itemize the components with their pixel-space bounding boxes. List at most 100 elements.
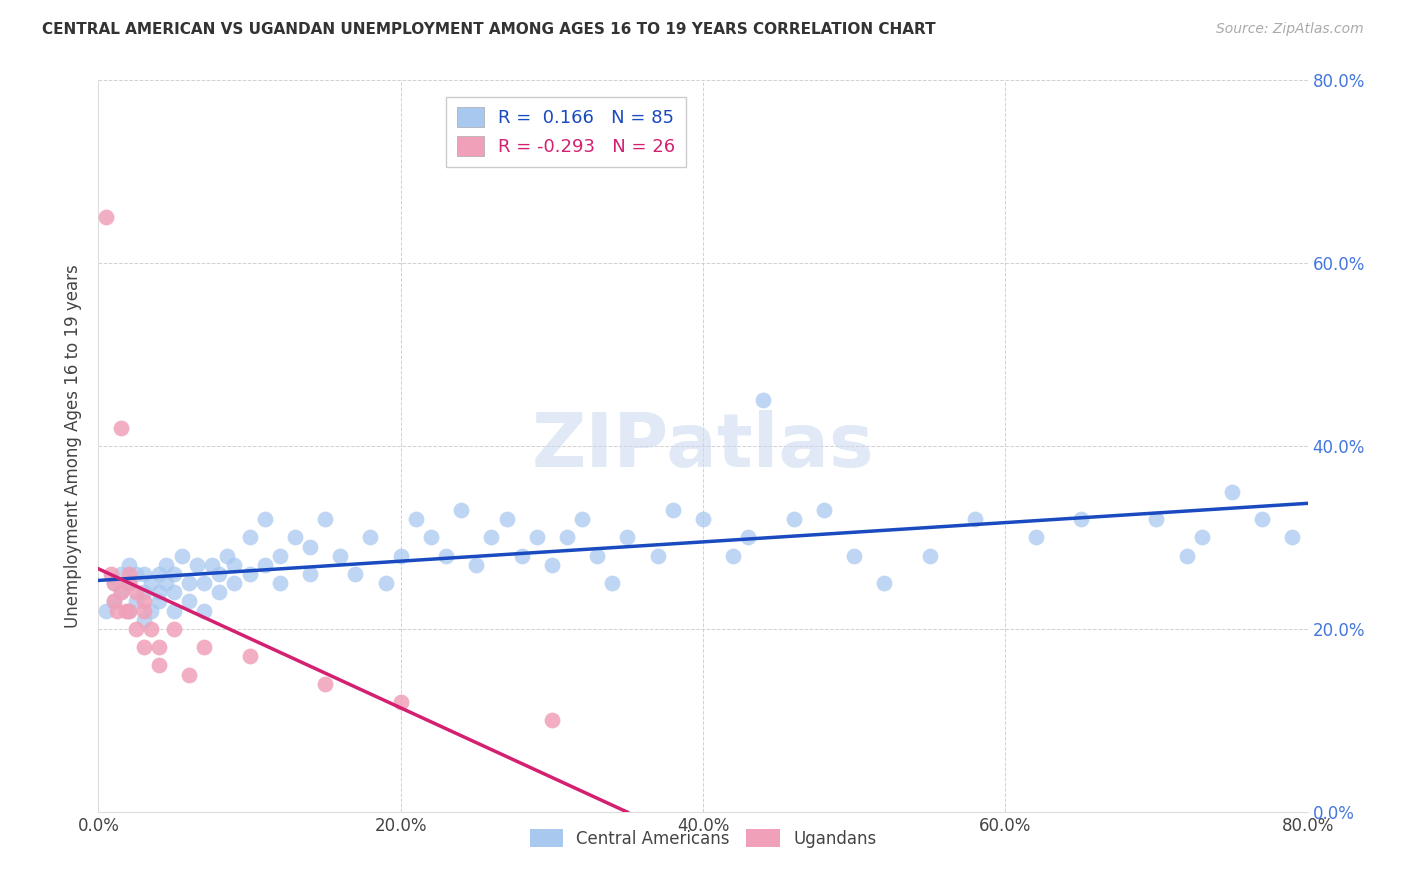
Point bbox=[193, 603, 215, 617]
Point bbox=[141, 603, 163, 617]
Point bbox=[148, 658, 170, 673]
Point bbox=[163, 622, 186, 636]
Point bbox=[661, 503, 683, 517]
Point bbox=[284, 530, 307, 544]
Point bbox=[389, 549, 412, 563]
Text: Source: ZipAtlas.com: Source: ZipAtlas.com bbox=[1216, 22, 1364, 37]
Point bbox=[148, 640, 170, 655]
Point bbox=[602, 576, 624, 591]
Point bbox=[224, 558, 246, 572]
Point bbox=[239, 530, 262, 544]
Point bbox=[118, 567, 141, 582]
Point bbox=[344, 567, 367, 582]
Point bbox=[114, 603, 136, 617]
Point bbox=[110, 585, 132, 599]
Point bbox=[269, 576, 291, 591]
Point bbox=[586, 549, 609, 563]
Point bbox=[170, 549, 193, 563]
Point bbox=[813, 503, 835, 517]
Point bbox=[405, 512, 427, 526]
Point bbox=[118, 576, 141, 591]
Point bbox=[253, 558, 276, 572]
Point bbox=[118, 558, 141, 572]
Point bbox=[526, 530, 548, 544]
Point bbox=[329, 549, 352, 563]
Point bbox=[193, 640, 215, 655]
Point bbox=[148, 594, 170, 608]
Point bbox=[163, 603, 186, 617]
Point bbox=[103, 594, 125, 608]
Y-axis label: Unemployment Among Ages 16 to 19 years: Unemployment Among Ages 16 to 19 years bbox=[65, 264, 83, 628]
Point bbox=[94, 211, 117, 225]
Point bbox=[141, 622, 163, 636]
Point bbox=[965, 512, 987, 526]
Point bbox=[148, 567, 170, 582]
Point bbox=[540, 714, 562, 728]
Point bbox=[510, 549, 533, 563]
Point bbox=[1191, 530, 1213, 544]
Point bbox=[186, 558, 208, 572]
Point bbox=[844, 549, 866, 563]
Point bbox=[692, 512, 714, 526]
Point bbox=[132, 613, 155, 627]
Point bbox=[253, 512, 276, 526]
Point bbox=[132, 603, 155, 617]
Point bbox=[132, 567, 155, 582]
Point bbox=[647, 549, 669, 563]
Point bbox=[193, 576, 215, 591]
Point bbox=[148, 585, 170, 599]
Point bbox=[110, 567, 132, 582]
Point bbox=[208, 567, 231, 582]
Point bbox=[179, 576, 201, 591]
Point bbox=[118, 603, 141, 617]
Point bbox=[201, 558, 224, 572]
Point bbox=[179, 667, 201, 681]
Point bbox=[1281, 530, 1303, 544]
Point bbox=[239, 567, 262, 582]
Point bbox=[269, 549, 291, 563]
Point bbox=[1175, 549, 1198, 563]
Point bbox=[450, 503, 472, 517]
Point bbox=[465, 558, 488, 572]
Point bbox=[103, 576, 125, 591]
Point bbox=[299, 540, 322, 554]
Point bbox=[314, 676, 336, 690]
Point bbox=[155, 576, 177, 591]
Point bbox=[163, 567, 186, 582]
Point bbox=[215, 549, 238, 563]
Point bbox=[100, 567, 122, 582]
Point bbox=[105, 603, 128, 617]
Point bbox=[571, 512, 593, 526]
Point bbox=[125, 594, 148, 608]
Text: CENTRAL AMERICAN VS UGANDAN UNEMPLOYMENT AMONG AGES 16 TO 19 YEARS CORRELATION C: CENTRAL AMERICAN VS UGANDAN UNEMPLOYMENT… bbox=[42, 22, 936, 37]
Point bbox=[110, 421, 132, 435]
Point bbox=[783, 512, 806, 526]
Point bbox=[141, 576, 163, 591]
Point bbox=[360, 530, 382, 544]
Point bbox=[239, 649, 262, 664]
Point bbox=[103, 594, 125, 608]
Point bbox=[918, 549, 941, 563]
Point bbox=[118, 576, 141, 591]
Point bbox=[752, 393, 775, 408]
Point bbox=[103, 576, 125, 591]
Point bbox=[1220, 484, 1243, 499]
Point bbox=[155, 558, 177, 572]
Point bbox=[1251, 512, 1274, 526]
Point bbox=[299, 567, 322, 582]
Point bbox=[420, 530, 443, 544]
Point bbox=[1024, 530, 1046, 544]
Point bbox=[179, 594, 201, 608]
Point bbox=[110, 585, 132, 599]
Point bbox=[224, 576, 246, 591]
Point bbox=[125, 567, 148, 582]
Point bbox=[132, 585, 155, 599]
Point bbox=[389, 695, 412, 709]
Point bbox=[495, 512, 517, 526]
Point bbox=[1070, 512, 1092, 526]
Point bbox=[163, 585, 186, 599]
Point bbox=[132, 640, 155, 655]
Point bbox=[1144, 512, 1167, 526]
Point bbox=[481, 530, 503, 544]
Point bbox=[873, 576, 896, 591]
